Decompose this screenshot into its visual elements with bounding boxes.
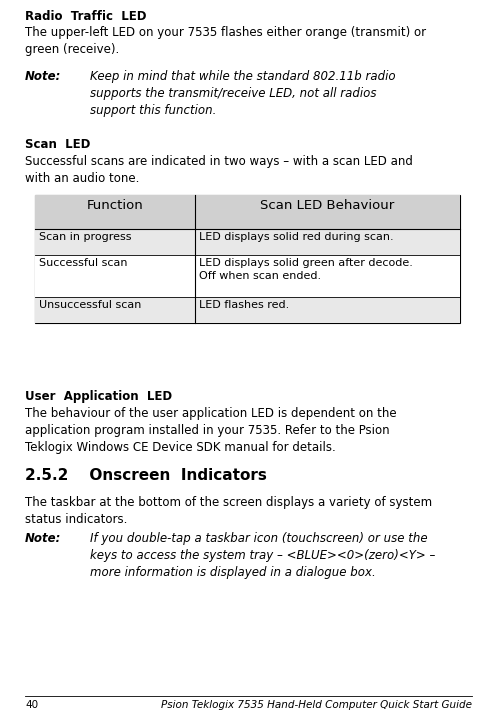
Text: If you double-tap a taskbar icon (touchscreen) or use the
keys to access the sys: If you double-tap a taskbar icon (touchs… [90, 532, 435, 579]
Text: Radio  Traffic  LED: Radio Traffic LED [25, 10, 147, 23]
Text: 2.5.2    Onscreen  Indicators: 2.5.2 Onscreen Indicators [25, 468, 267, 483]
Text: The behaviour of the user application LED is dependent on the
application progra: The behaviour of the user application LE… [25, 407, 397, 454]
Bar [35, 255, 460, 297]
Text: Successful scan: Successful scan [39, 258, 128, 268]
Text: LED flashes red.: LED flashes red. [199, 300, 289, 310]
Bar [35, 195, 460, 323]
Text: LED displays solid red during scan.: LED displays solid red during scan. [199, 232, 394, 242]
Text: User  Application  LED: User Application LED [25, 390, 172, 403]
Bar [35, 297, 460, 323]
Text: Scan LED Behaviour: Scan LED Behaviour [260, 199, 395, 212]
Text: Scan  LED: Scan LED [25, 138, 90, 151]
Text: Psion Teklogix 7535 Hand-Held Computer Quick Start Guide: Psion Teklogix 7535 Hand-Held Computer Q… [161, 700, 472, 710]
Text: The upper-left LED on your 7535 flashes either orange (transmit) or
green (recei: The upper-left LED on your 7535 flashes … [25, 26, 426, 56]
Text: LED displays solid green after decode.
Off when scan ended.: LED displays solid green after decode. O… [199, 258, 413, 281]
Text: Successful scans are indicated in two ways – with a scan LED and
with an audio t: Successful scans are indicated in two wa… [25, 155, 413, 185]
Bar [35, 195, 460, 229]
Text: 40: 40 [25, 700, 38, 710]
Text: Note:: Note: [25, 70, 61, 83]
Bar [35, 229, 460, 255]
Text: The taskbar at the bottom of the screen displays a variety of system
status indi: The taskbar at the bottom of the screen … [25, 496, 432, 526]
Text: Scan in progress: Scan in progress [39, 232, 132, 242]
Text: Note:: Note: [25, 532, 61, 545]
Text: Keep in mind that while the standard 802.11b radio
supports the transmit/receive: Keep in mind that while the standard 802… [90, 70, 396, 117]
Text: Function: Function [86, 199, 143, 212]
Text: Unsuccessful scan: Unsuccessful scan [39, 300, 141, 310]
